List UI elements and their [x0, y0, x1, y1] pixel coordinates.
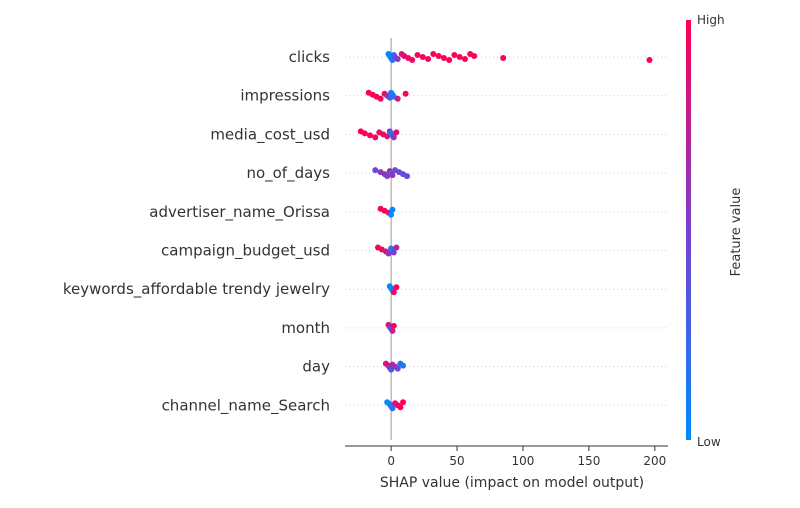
- shap-point: [425, 56, 432, 62]
- shap-point: [390, 322, 397, 329]
- shap-point: [393, 244, 400, 251]
- shap-point: [404, 173, 410, 180]
- shap-point: [389, 172, 396, 179]
- shap-point: [377, 95, 384, 102]
- shap-point: [393, 284, 400, 291]
- shap-point: [414, 52, 421, 58]
- x-tick-label: 100: [512, 454, 535, 468]
- shap-point: [500, 55, 507, 61]
- shap-point: [419, 54, 426, 60]
- shap-point: [372, 134, 379, 141]
- colorbar-title: Feature value: [729, 188, 744, 277]
- shap-point: [451, 52, 458, 58]
- shap-point: [393, 129, 400, 136]
- feature-label: day: [302, 358, 330, 376]
- feature-label: no_of_days: [246, 164, 330, 183]
- colorbar-high-label: High: [697, 13, 725, 27]
- x-tick-label: 0: [387, 454, 395, 468]
- shap-point: [400, 399, 406, 406]
- row-gridlines: [345, 56, 668, 406]
- colorbar: [686, 20, 691, 440]
- shap-point: [388, 211, 395, 218]
- shap-point: [435, 53, 442, 59]
- shap-point: [397, 404, 404, 411]
- feature-label: campaign_budget_usd: [161, 242, 330, 261]
- shap-point: [409, 57, 416, 63]
- shap-point: [394, 95, 401, 102]
- shap-point: [471, 53, 478, 59]
- shap-point: [456, 54, 463, 60]
- feature-label: clicks: [289, 48, 331, 66]
- shap-point: [389, 327, 396, 334]
- shap-point: [430, 51, 437, 57]
- shap-point: [440, 55, 447, 61]
- shap-point: [390, 289, 397, 296]
- x-axis-title: SHAP value (impact on model output): [380, 475, 644, 491]
- x-axis-ticks: 0 50 100 150 200: [387, 446, 666, 468]
- shap-point: [389, 405, 396, 412]
- x-tick-label: 150: [577, 454, 600, 468]
- feature-label: media_cost_usd: [210, 125, 330, 144]
- shap-point: [394, 56, 401, 62]
- shap-point: [446, 57, 453, 63]
- shap-point: [646, 57, 653, 63]
- shap-point: [367, 132, 373, 139]
- colorbar-low-label: Low: [697, 435, 721, 449]
- shap-point: [402, 90, 409, 97]
- feature-label: keywords_affordable trendy jewelry: [63, 280, 330, 299]
- shap-point: [400, 362, 406, 369]
- shap-point: [394, 365, 401, 372]
- x-tick-label: 50: [449, 454, 464, 468]
- shap-point: [390, 249, 397, 256]
- shap-point: [390, 134, 397, 141]
- shap-point: [372, 167, 379, 174]
- shap-point: [389, 206, 396, 213]
- shap-points: [357, 51, 653, 412]
- shap-point: [462, 56, 468, 62]
- feature-label: impressions: [240, 87, 330, 105]
- feature-label: channel_name_Search: [162, 396, 330, 415]
- feature-labels: clicks impressions media_cost_usd no_of_day…: [63, 48, 330, 415]
- shap-point: [361, 130, 368, 137]
- x-tick-label: 200: [643, 454, 666, 468]
- feature-label: advertiser_name_Orissa: [149, 203, 330, 222]
- feature-label: month: [281, 319, 330, 337]
